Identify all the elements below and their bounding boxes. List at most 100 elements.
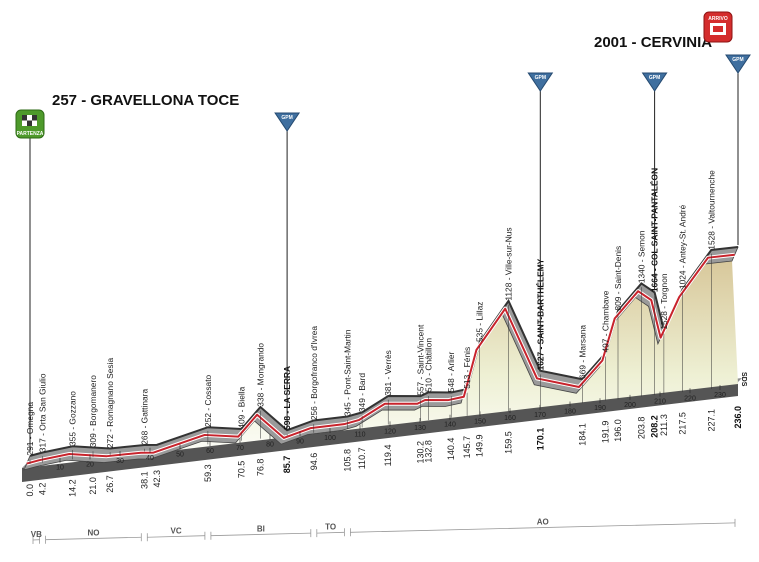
km-label: 196.0 [613, 419, 623, 442]
place-label: 1528 - Valtournenche [706, 170, 716, 250]
km-label: 203.8 [636, 417, 646, 440]
km-label: 236.0 [733, 406, 743, 429]
km-ticks: 10 20 30 40 50 60 70 80 90 100 110 120 130 140 150 160 1… [56, 384, 726, 472]
km-label: 42.3 [152, 470, 162, 488]
km-label: 211.3 [659, 414, 669, 436]
km-tick-label: 70 [236, 445, 244, 452]
km-label: 94.6 [309, 453, 319, 471]
place-label: 557 - Saint-Vincent [416, 324, 426, 396]
place-label: 349 - Bard [357, 373, 367, 412]
km-label: 119.4 [383, 445, 393, 467]
road-line [26, 253, 735, 465]
km-labels: 0.0 4.2 14.2 21.0 26.7 38.1 42.3 59.3 70.5 76.8 85… [25, 406, 743, 497]
place-label: 355 - Gozzano [68, 391, 78, 446]
region-bar-line [147, 535, 205, 538]
finish-label: 2001 - CERVINIA [594, 34, 712, 51]
kom-triangle-icon [527, 72, 554, 92]
kom-badge-label: GPM [732, 57, 743, 63]
start-badge: PARTENZA [17, 131, 44, 137]
km-tick-label: 90 [296, 438, 304, 445]
km-tick-label: 60 [206, 448, 214, 455]
km-label: 26.7 [105, 475, 115, 493]
finish-badge: ARRIVO [708, 16, 728, 22]
region-bar-line [210, 532, 311, 537]
km-tick-label: 150 [474, 418, 486, 425]
place-label: 1128 - Ville-sur-Nus [504, 227, 514, 300]
km-label: 191.9 [601, 421, 611, 444]
km-tick-label: 30 [116, 458, 124, 465]
sds-label: SDS [740, 372, 747, 387]
place-label: 409 - Biella [237, 386, 247, 428]
place-label: 381 - Verrès [383, 350, 393, 396]
place-label: 317 - Orta San Giulio [38, 373, 48, 452]
region-code: VC [171, 526, 182, 535]
region-bar-line [350, 522, 736, 533]
place-label: 1024 - Antey-St. André [678, 204, 688, 289]
kom-badge-label: GPM [281, 115, 292, 121]
km-label: 184.1 [577, 423, 587, 446]
km-label: 38.1 [139, 471, 149, 489]
place-label: 272 - Romagnano Sesia [105, 358, 115, 449]
km-tick-label: 170 [534, 412, 546, 419]
region-code: AO [537, 518, 549, 527]
place-label: 252 - Cossato [203, 374, 213, 426]
km-tick-label: 40 [146, 455, 154, 462]
place-label: 1340 - Semon [636, 230, 646, 283]
kom-triangle-icon [725, 54, 751, 74]
place-label: 535 - Lillaz [475, 301, 485, 342]
kom-badge-label: GPM [535, 75, 546, 81]
km-label: 170.1 [535, 428, 545, 451]
place-label: 809 - Saint-Denis [613, 246, 623, 311]
km-label: 110.7 [357, 447, 367, 469]
region-bar: VB NO VC BI TO AO [31, 518, 736, 544]
profile-layers [23, 246, 739, 471]
km-label: 145.7 [462, 436, 472, 459]
km-label: 227.1 [706, 409, 716, 432]
region-code: VB [31, 530, 42, 539]
place-label: 497 - Chambave [601, 290, 611, 352]
km-tick-label: 120 [384, 428, 396, 435]
base-slab [22, 382, 738, 482]
place-label: 510 - Châtillon [423, 338, 433, 392]
km-tick-label: 190 [594, 405, 606, 412]
km-tick-label: 200 [624, 402, 636, 409]
finish-marker: 2001 - CERVINIA ARRIVO [594, 11, 733, 51]
kom-badge-label: GPM [649, 75, 660, 81]
place-stems [29, 253, 712, 464]
start-label: 257 - GRAVELLONA TOCE [52, 92, 239, 109]
region-bar-line [316, 531, 345, 534]
place-label: 268 - Gattinara [139, 389, 149, 445]
km-tick-label: 130 [414, 425, 426, 432]
km-label: 217.5 [678, 412, 688, 435]
km-tick-label: 140 [444, 422, 456, 429]
place-label: 513 - Fénis [462, 347, 472, 389]
km-label: 76.8 [255, 459, 265, 477]
km-label: 70.5 [237, 461, 247, 479]
place-label: 309 - Borgomanero [88, 375, 98, 448]
start-marker: PARTENZA 257 - GRAVELLONA TOCE [15, 92, 239, 452]
place-label: 345 - Pont-Saint-Martin [342, 329, 352, 416]
km-label: 159.5 [504, 431, 514, 454]
km-tick-label: 100 [324, 435, 336, 442]
km-label: 4.2 [38, 483, 48, 496]
kom-markers: GPM GPM GPM GPM [274, 54, 751, 429]
place-label: 1528 - Torgnon [659, 273, 669, 330]
km-label: 105.8 [342, 449, 352, 472]
km-tick-label: 230 [714, 392, 726, 399]
region-code: BI [257, 524, 265, 533]
km-tick-label: 20 [86, 461, 94, 468]
km-tick-label: 110 [354, 432, 365, 439]
km-label: 59.3 [203, 464, 213, 482]
kom-triangle-icon [641, 72, 668, 92]
profile-crest-line [29, 246, 739, 457]
place-label: 338 - Mongrando [255, 343, 265, 407]
km-label: 208.2 [650, 415, 660, 438]
region-bar-line [45, 536, 142, 541]
km-tick-label: 10 [56, 465, 64, 472]
km-label: 85.7 [282, 456, 292, 474]
place-label: 669 - Marsana [577, 325, 587, 379]
km-label: 0.0 [25, 484, 35, 497]
km-label: 130.2 [416, 441, 426, 464]
region-code: TO [325, 523, 336, 532]
place-label: 548 - Arlier [446, 351, 456, 392]
